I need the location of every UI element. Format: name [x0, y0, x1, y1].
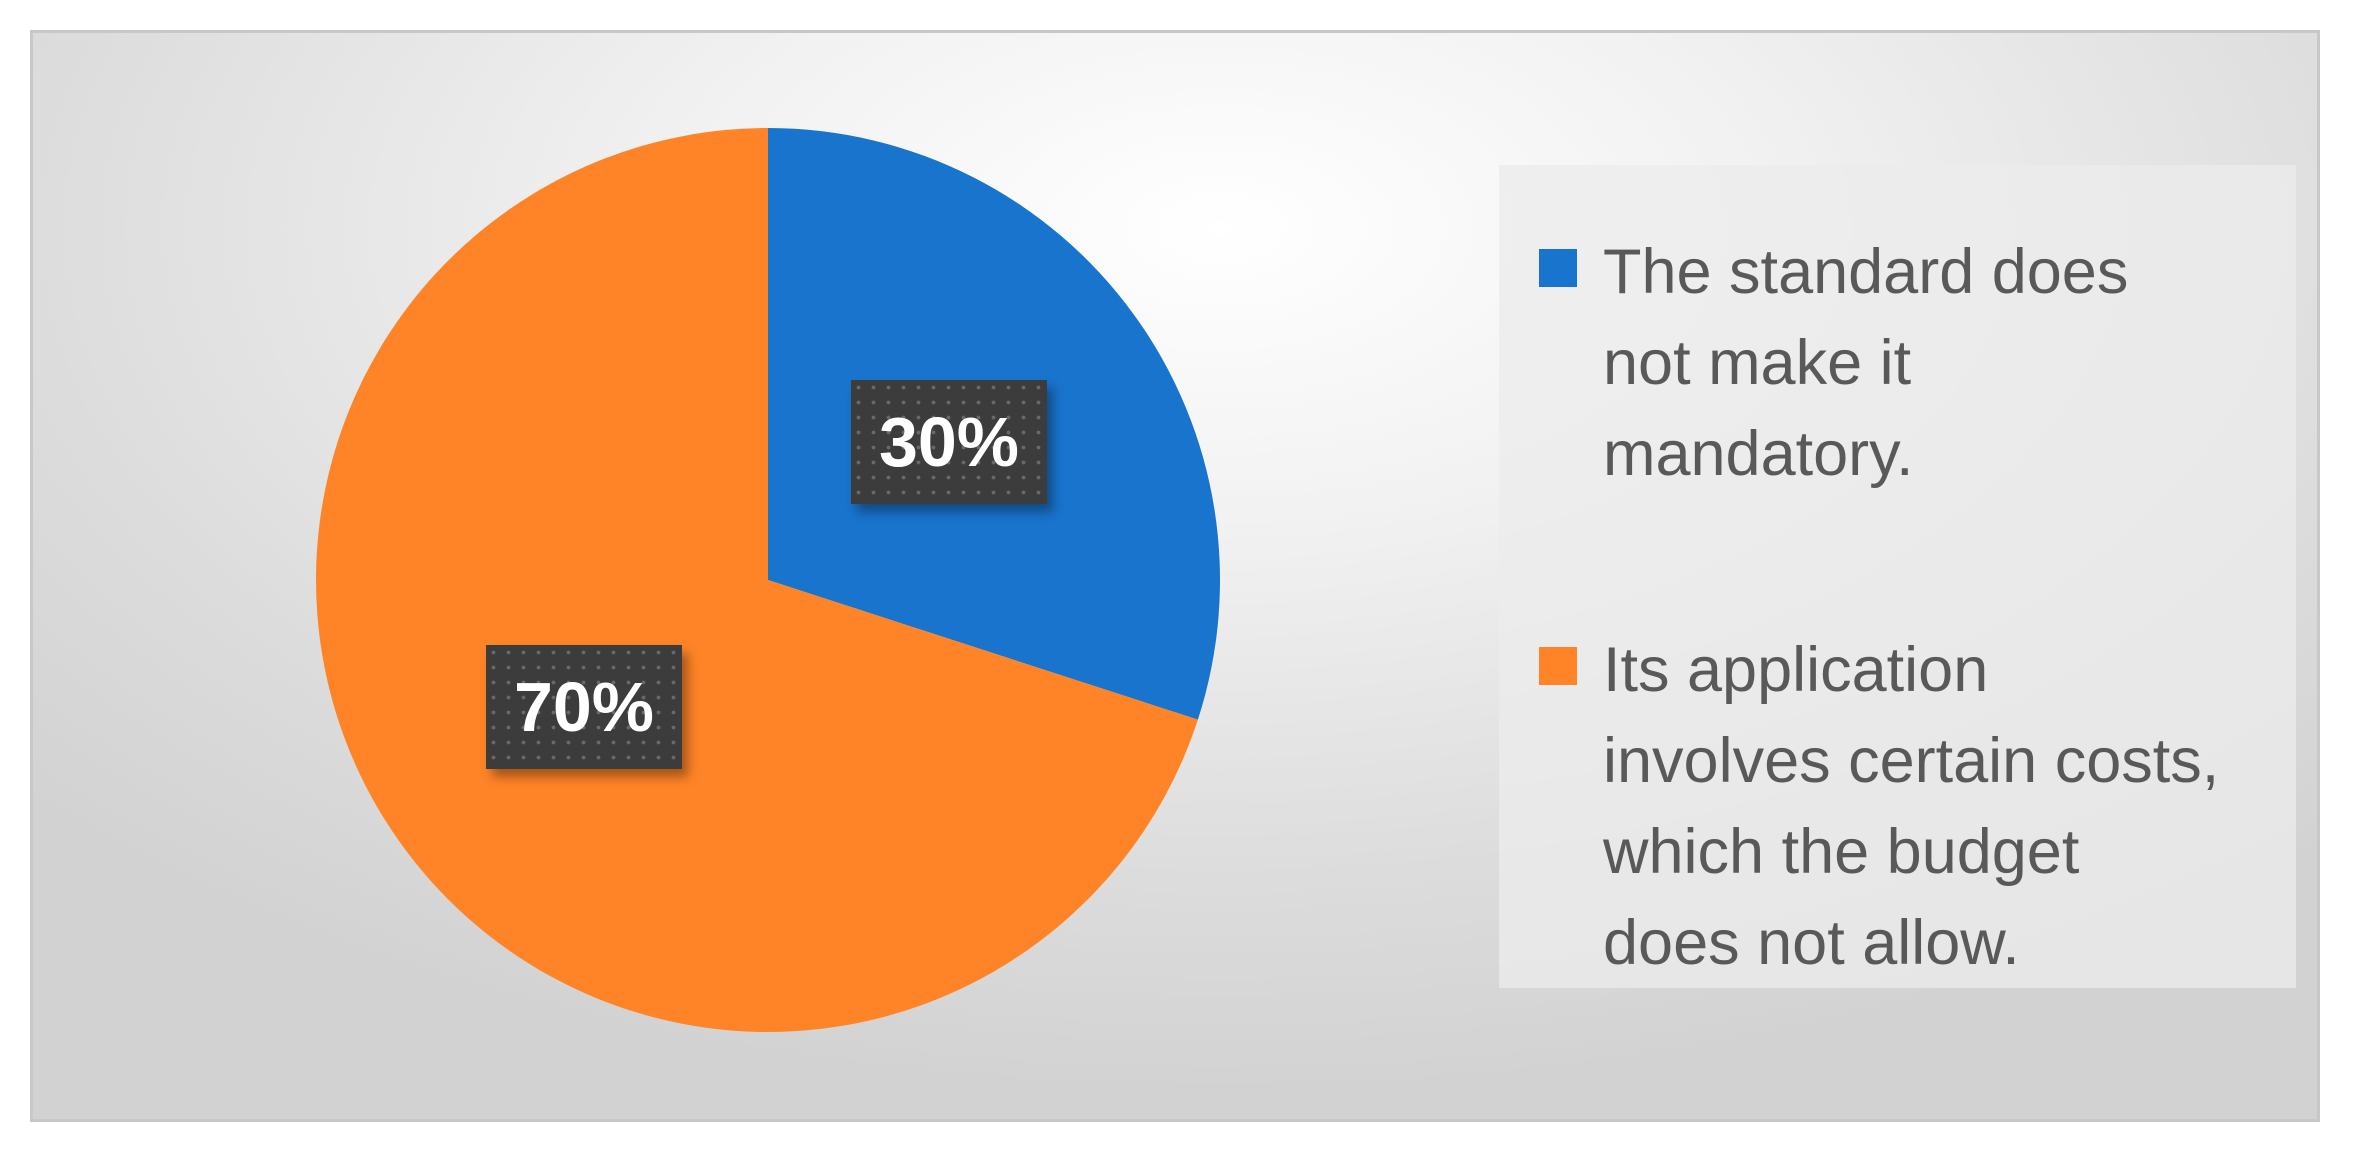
data-label-70-percent: 70% [486, 645, 682, 769]
pie-chart [316, 128, 1220, 1032]
data-label-30-percent: 30% [851, 380, 1047, 504]
legend-swatch-orange [1539, 647, 1577, 685]
chart-area: 30% 70% The standard does not make it ma… [30, 30, 2320, 1122]
legend-swatch-blue [1539, 249, 1577, 287]
pie-slice-costs [316, 128, 1198, 1032]
legend-label-costs: Its application involves certain costs, … [1603, 635, 2220, 978]
legend: The standard does not make it mandatory.… [1499, 165, 2296, 988]
legend-label-not-mandatory: The standard does not make it mandatory. [1603, 237, 2129, 489]
